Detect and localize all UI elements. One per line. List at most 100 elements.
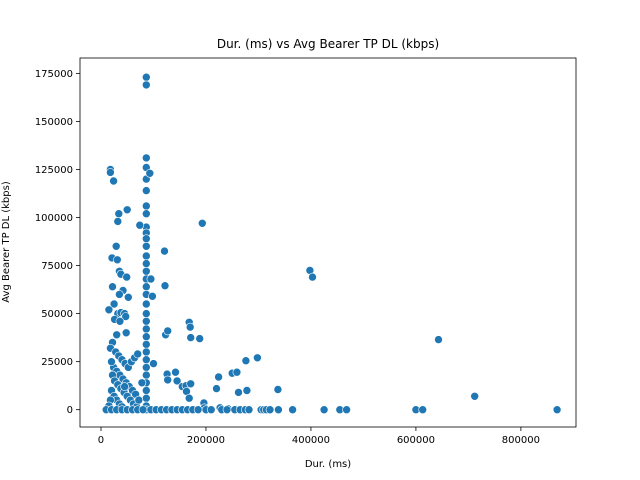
data-point xyxy=(288,405,297,415)
data-point xyxy=(308,272,317,282)
data-point xyxy=(113,255,122,265)
y-axis-ticks: 0 25000 50000 75000 100000 125000 150000 175000 xyxy=(35,69,80,416)
y-tick-label: 0 xyxy=(67,405,73,416)
data-point xyxy=(214,372,223,382)
data-point xyxy=(193,405,203,415)
data-point xyxy=(135,220,145,230)
data-point xyxy=(470,391,480,401)
data-point xyxy=(120,382,129,391)
data-point xyxy=(212,384,221,393)
data-point xyxy=(142,347,151,357)
data-point xyxy=(244,405,254,415)
x-tick-label: 200000 xyxy=(187,435,225,446)
y-tick-label: 175000 xyxy=(35,69,73,80)
data-point xyxy=(265,405,275,415)
data-point xyxy=(142,316,151,326)
x-tick-label: 400000 xyxy=(292,435,330,446)
x-tick-label: 600000 xyxy=(397,435,435,446)
data-point xyxy=(242,386,252,395)
y-tick-label: 150000 xyxy=(35,117,73,128)
data-point xyxy=(142,251,151,261)
data-point xyxy=(552,405,562,415)
data-point xyxy=(273,385,283,394)
data-point xyxy=(142,370,151,380)
data-point xyxy=(186,333,195,342)
data-point xyxy=(171,367,180,377)
data-point xyxy=(222,405,232,415)
data-point xyxy=(122,205,132,215)
data-point xyxy=(198,219,207,228)
y-tick-label: 75000 xyxy=(41,261,73,272)
data-point xyxy=(185,322,195,332)
data-point xyxy=(232,367,242,377)
data-point xyxy=(114,209,124,218)
data-point xyxy=(142,266,151,276)
data-point xyxy=(112,330,121,340)
data-point xyxy=(133,349,142,359)
data-point xyxy=(163,375,172,385)
data-point xyxy=(111,242,121,251)
data-point xyxy=(142,234,151,243)
data-point xyxy=(142,242,151,251)
y-tick-label: 50000 xyxy=(41,309,73,320)
data-point xyxy=(241,356,251,366)
data-point xyxy=(342,405,351,415)
data-point xyxy=(186,379,195,389)
data-point xyxy=(195,334,204,343)
data-point xyxy=(145,169,155,178)
x-tick-label: 0 xyxy=(98,435,104,446)
data-point xyxy=(184,393,194,403)
data-point xyxy=(274,405,283,415)
data-point xyxy=(160,246,169,256)
data-point xyxy=(142,299,151,309)
data-point xyxy=(142,386,151,395)
x-axis-ticks: 0 200000 400000 600000 800000 xyxy=(98,427,540,446)
data-point xyxy=(149,359,158,368)
data-point xyxy=(434,335,443,344)
x-tick-label: 800000 xyxy=(502,435,540,446)
data-point xyxy=(115,290,124,299)
x-axis-label: Dur. (ms) xyxy=(305,459,351,470)
data-point xyxy=(115,316,125,326)
data-point xyxy=(172,376,182,386)
data-point xyxy=(142,324,151,334)
chart-title: Dur. (ms) vs Avg Bearer TP DL (kbps) xyxy=(217,37,439,51)
data-point xyxy=(142,332,151,342)
data-point xyxy=(142,340,151,349)
data-point xyxy=(124,292,133,302)
data-point xyxy=(137,378,147,388)
data-point xyxy=(142,72,151,82)
data-point xyxy=(104,305,114,315)
data-point xyxy=(319,405,329,415)
y-axis-label: Avg Bearer TP DL (kbps) xyxy=(1,181,12,303)
data-point xyxy=(146,274,156,284)
data-point xyxy=(109,299,119,309)
data-point xyxy=(160,281,170,291)
y-tick-label: 25000 xyxy=(41,357,73,368)
data-point xyxy=(134,395,144,405)
data-point xyxy=(418,405,428,415)
y-tick-label: 125000 xyxy=(35,165,73,176)
data-point xyxy=(142,153,151,163)
data-point xyxy=(142,355,151,365)
data-point xyxy=(113,217,123,226)
data-point xyxy=(142,186,151,195)
data-point xyxy=(121,312,130,321)
data-point xyxy=(142,80,151,90)
data-point xyxy=(107,357,116,367)
data-point xyxy=(253,353,262,363)
data-point xyxy=(106,168,115,177)
data-point xyxy=(142,259,151,268)
data-point xyxy=(142,282,151,292)
data-point xyxy=(234,388,243,397)
data-point xyxy=(142,309,151,318)
data-point xyxy=(206,405,216,415)
data-point xyxy=(109,176,118,186)
data-point xyxy=(108,282,117,292)
data-point xyxy=(138,405,148,415)
points-layer xyxy=(101,72,562,415)
data-point xyxy=(148,291,157,301)
data-point xyxy=(122,272,131,282)
data-point xyxy=(142,393,151,403)
